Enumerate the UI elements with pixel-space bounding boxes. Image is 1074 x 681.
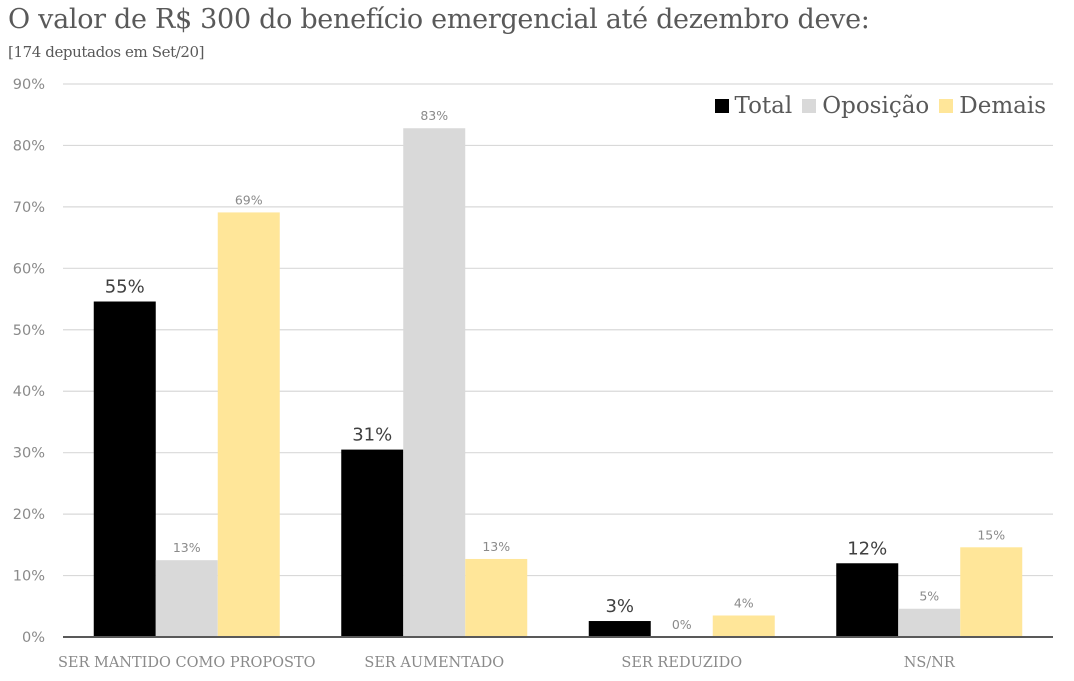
bar-demais-3 bbox=[960, 547, 1023, 637]
data-label: 31% bbox=[352, 425, 392, 446]
y-tick-label: 80% bbox=[13, 138, 45, 154]
legend-swatch-demais bbox=[939, 99, 954, 113]
x-category-label: SER AUMENTADO bbox=[364, 655, 504, 671]
data-label: 5% bbox=[919, 589, 939, 604]
legend-item-demais: Demais bbox=[939, 93, 1046, 119]
data-label: 83% bbox=[420, 108, 448, 123]
legend-label-total: Total bbox=[734, 93, 793, 119]
bar-demais-1 bbox=[465, 558, 528, 637]
legend-swatch-oposicao bbox=[802, 99, 817, 113]
bar-total-1 bbox=[341, 449, 404, 637]
y-tick-label: 50% bbox=[13, 323, 45, 339]
legend-label-oposicao: Oposição bbox=[822, 93, 930, 119]
bars bbox=[93, 128, 1023, 638]
bar-demais-0 bbox=[217, 212, 280, 637]
x-axis-categories: SER MANTIDO COMO PROPOSTO SER AUMENTADO SE… bbox=[58, 655, 956, 671]
y-tick-label: 20% bbox=[13, 507, 45, 523]
y-tick-label: 70% bbox=[13, 200, 45, 216]
bar-total-0 bbox=[93, 301, 156, 637]
bar-total-2 bbox=[588, 621, 651, 637]
y-tick-label: 60% bbox=[13, 261, 45, 277]
data-label: 12% bbox=[847, 538, 887, 559]
data-label: 0% bbox=[672, 617, 692, 632]
y-tick-label: 40% bbox=[13, 384, 45, 400]
y-axis-ticks: 0% 10% 20% 30% 40% 50% 60% 70% 80% 90% bbox=[13, 77, 45, 646]
chart-subtitle: [174 deputados em Set/20] bbox=[8, 43, 205, 61]
legend-item-oposicao: Oposição bbox=[802, 93, 929, 119]
x-category-label: SER MANTIDO COMO PROPOSTO bbox=[58, 655, 316, 671]
bar-oposio-0 bbox=[155, 560, 218, 637]
bar-oposio-1 bbox=[403, 128, 466, 638]
chart-title: O valor de R$ 300 do benefício emergenci… bbox=[8, 4, 870, 35]
data-label: 55% bbox=[105, 277, 145, 298]
gridlines bbox=[63, 83, 1053, 577]
legend-item-total: Total bbox=[714, 93, 793, 119]
data-label: 69% bbox=[235, 192, 263, 207]
data-labels: 55% 13% 69% 31% 83% 13% 3% 0% 4% 12% 5% 15% bbox=[105, 108, 1006, 632]
data-label: 13% bbox=[482, 539, 510, 554]
data-label: 15% bbox=[977, 527, 1005, 542]
data-label: 4% bbox=[734, 595, 754, 610]
y-tick-label: 0% bbox=[22, 630, 45, 646]
x-category-label: SER REDUZIDO bbox=[621, 655, 742, 671]
data-label: 13% bbox=[173, 540, 201, 555]
bar-total-3 bbox=[836, 563, 899, 637]
bar-oposio-3 bbox=[898, 608, 961, 637]
legend-label-demais: Demais bbox=[959, 93, 1046, 119]
legend-swatch-total bbox=[714, 99, 729, 113]
x-category-label: NS/NR bbox=[904, 655, 956, 671]
y-tick-label: 90% bbox=[13, 77, 45, 93]
legend: Total Oposição Demais bbox=[705, 93, 1046, 119]
y-tick-label: 10% bbox=[13, 569, 45, 585]
bar-demais-2 bbox=[712, 615, 775, 637]
data-label: 3% bbox=[605, 596, 634, 617]
y-tick-label: 30% bbox=[13, 446, 45, 462]
